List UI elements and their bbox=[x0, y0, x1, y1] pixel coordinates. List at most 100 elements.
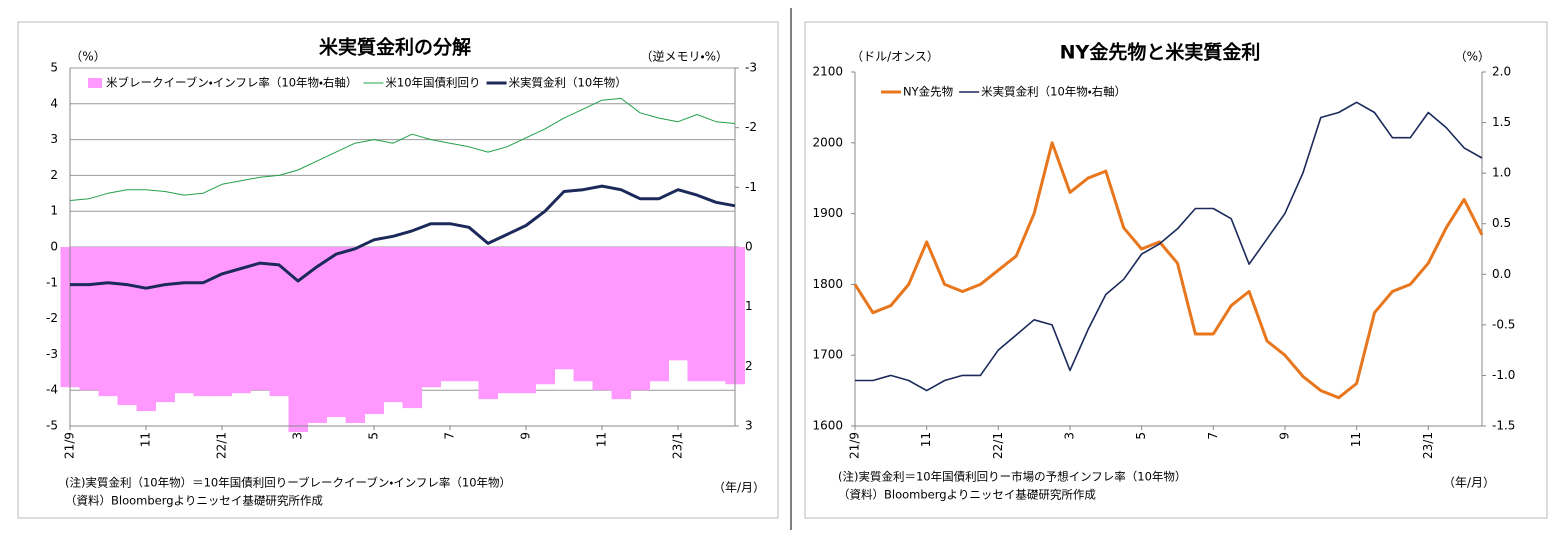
y2-tick-label: 0 bbox=[745, 240, 753, 254]
area-bar bbox=[516, 247, 536, 394]
x-tick-label: 5 bbox=[367, 432, 381, 440]
area-bar bbox=[193, 247, 213, 397]
y2-tick-label: 2 bbox=[745, 359, 753, 373]
x-tick-label: 3 bbox=[1062, 432, 1076, 440]
y2-tick-label: 1 bbox=[745, 299, 753, 313]
chart-title: NY金先物と米実質金利 bbox=[1060, 41, 1261, 64]
y-tick-label: 5 bbox=[50, 61, 58, 75]
legend-label: 米実質金利（10年物・右軸） bbox=[981, 85, 1126, 99]
y2-tick-label: 1.5 bbox=[1492, 115, 1511, 129]
legend-swatch bbox=[88, 78, 102, 88]
area-bar bbox=[326, 247, 346, 418]
area-bar bbox=[383, 247, 403, 403]
area-bar bbox=[554, 247, 574, 370]
y2-tick-label: 0.0 bbox=[1492, 267, 1511, 281]
x-tick-label: 22/1 bbox=[215, 432, 229, 459]
area-bar bbox=[136, 247, 156, 412]
y-tick-label: 0 bbox=[50, 240, 58, 254]
y2-tick-label: -2 bbox=[745, 120, 757, 134]
area-bar bbox=[611, 247, 631, 400]
x-tick-label: 11 bbox=[1349, 432, 1363, 447]
note: （資料）Bloombergよりニッセイ基礎研究所作成 bbox=[838, 488, 1096, 502]
x-tick-label: 7 bbox=[1206, 432, 1220, 440]
area-bar bbox=[573, 247, 593, 382]
y2-tick-label: 3 bbox=[745, 419, 753, 433]
x-tick-label: 11 bbox=[139, 432, 153, 447]
y2-unit-label: （%） bbox=[1455, 50, 1490, 64]
area-bar bbox=[497, 247, 517, 394]
y-tick-label: 3 bbox=[50, 132, 58, 146]
area-bar bbox=[231, 247, 251, 394]
x-tick-label: 11 bbox=[919, 432, 933, 447]
legend-label: 米ブレークイーブン・インフレ率（10年物・右軸） bbox=[106, 76, 357, 90]
x-tick-label: 5 bbox=[1134, 432, 1148, 440]
area-bar bbox=[155, 247, 175, 403]
left-panel bbox=[17, 21, 779, 519]
y2-tick-label: 1.0 bbox=[1492, 166, 1511, 180]
y2-tick-label: -0.5 bbox=[1492, 317, 1515, 331]
note: (注)実質金利（10年物）＝10年国債利回りーブレークイーブン・インフレ率（10… bbox=[65, 476, 511, 490]
area-bar bbox=[535, 247, 555, 385]
legend-label: NY金先物 bbox=[903, 85, 953, 99]
x-tick-label: 21/9 bbox=[848, 432, 862, 459]
x-tick-label: 9 bbox=[1277, 432, 1291, 440]
area-bar bbox=[79, 247, 99, 391]
area-bar bbox=[364, 247, 384, 415]
right-panel bbox=[804, 21, 1548, 519]
series-line bbox=[70, 184, 736, 290]
chart: NY金先物と米実質金利 （ドル/オンス） （%） （年/月） (注)実質金利＝10年国債… bbox=[812, 41, 1515, 502]
y2-unit-label: （逆メモリ・%） bbox=[641, 50, 728, 64]
x-tick-label: 23/1 bbox=[1421, 432, 1435, 459]
y-tick-label: 4 bbox=[50, 96, 58, 110]
note: （資料）Bloombergよりニッセイ基礎研究所作成 bbox=[65, 494, 323, 508]
y-tick-label: -5 bbox=[46, 419, 58, 433]
y-unit-label: （%） bbox=[70, 50, 105, 64]
area-bar bbox=[250, 247, 270, 391]
area-bar bbox=[307, 247, 327, 424]
area-bar bbox=[174, 247, 194, 394]
area-bar bbox=[706, 247, 726, 382]
y2-tick-label: 2.0 bbox=[1492, 65, 1511, 79]
x-tick-label: 23/1 bbox=[671, 432, 685, 459]
x-tick-label: 7 bbox=[443, 432, 457, 440]
area-bar bbox=[421, 247, 441, 388]
y-tick-label: 2000 bbox=[812, 135, 843, 149]
area-bar bbox=[98, 247, 118, 397]
y2-tick-label: -1 bbox=[745, 180, 757, 194]
y2-tick-label: -1.5 bbox=[1492, 419, 1515, 433]
y-tick-label: -2 bbox=[46, 311, 58, 325]
y-tick-label: -3 bbox=[46, 347, 58, 361]
area-bar bbox=[649, 247, 669, 382]
y-tick-label: 2100 bbox=[812, 65, 843, 79]
area-bar bbox=[345, 247, 365, 424]
area-bar bbox=[592, 247, 612, 391]
x-tick-label: 3 bbox=[291, 432, 305, 440]
area-bar bbox=[117, 247, 137, 406]
area-bar bbox=[402, 247, 422, 409]
x-tick-label: 11 bbox=[595, 432, 609, 447]
area-bar bbox=[687, 247, 707, 382]
y-tick-label: 1800 bbox=[812, 277, 843, 291]
area-bar bbox=[440, 247, 460, 382]
x-unit-label: （年/月） bbox=[1443, 476, 1495, 490]
y-tick-label: -1 bbox=[46, 275, 58, 289]
area-bar bbox=[478, 247, 498, 400]
y-tick-label: 1700 bbox=[812, 348, 843, 362]
series-line bbox=[853, 141, 1484, 400]
y-unit-label: （ドル/オンス） bbox=[851, 50, 939, 64]
area-bar bbox=[668, 247, 688, 361]
y-tick-label: -4 bbox=[46, 383, 58, 397]
y-tick-label: 1600 bbox=[812, 419, 843, 433]
y2-tick-label: -1.0 bbox=[1492, 368, 1515, 382]
legend-label: 米実質金利（10年物） bbox=[509, 76, 627, 90]
x-tick-label: 9 bbox=[519, 432, 533, 440]
x-unit-label: （年/月） bbox=[713, 481, 765, 495]
y2-tick-label: -3 bbox=[745, 61, 757, 75]
area-bar bbox=[459, 247, 479, 382]
y2-tick-label: 0.5 bbox=[1492, 216, 1511, 230]
area-bar bbox=[212, 247, 232, 397]
y-tick-label: 2 bbox=[50, 168, 58, 182]
x-tick-label: 22/1 bbox=[991, 432, 1005, 459]
series-line bbox=[69, 97, 736, 201]
